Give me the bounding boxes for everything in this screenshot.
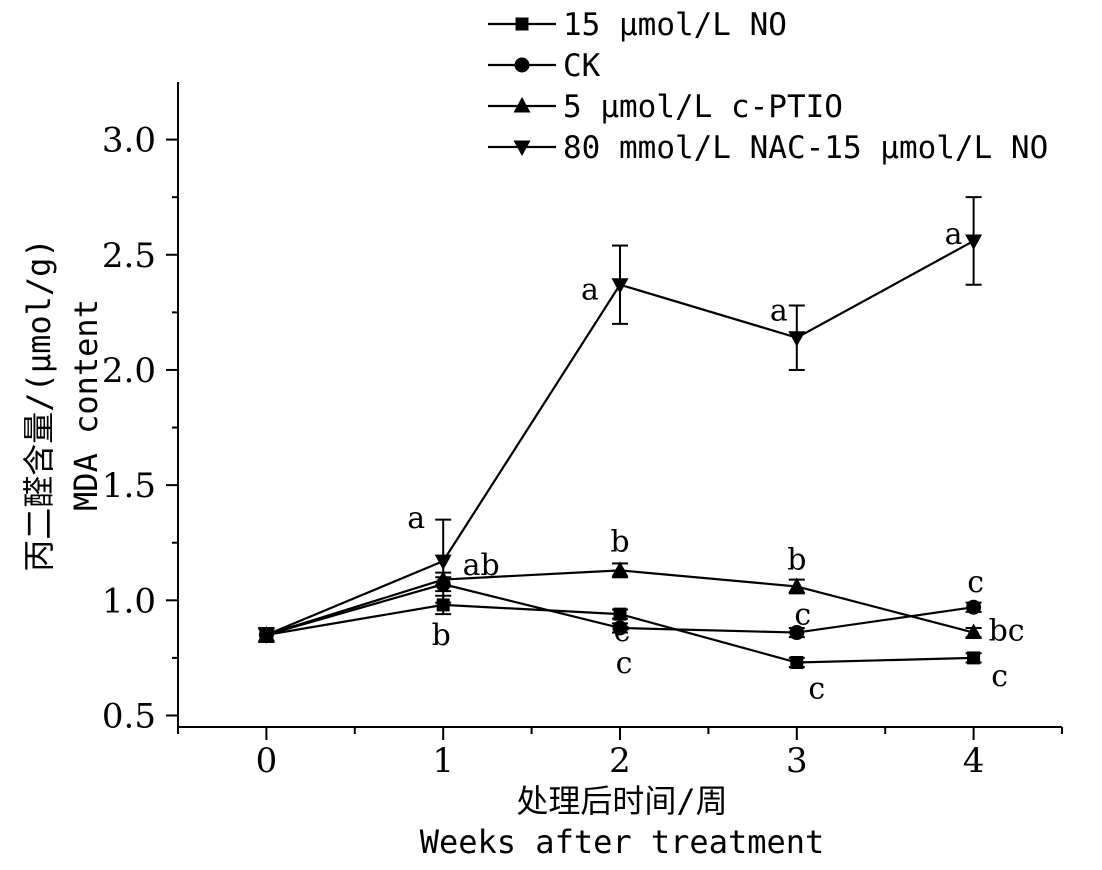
y-axis-title: 丙二醛含量/(μmol/g): [20, 238, 58, 571]
x-axis-title: 处理后时间/周: [516, 782, 727, 820]
significance-letter: b: [610, 524, 629, 559]
x-tick-label: 3: [786, 741, 808, 781]
data-point: [788, 331, 806, 347]
data-point: [965, 234, 983, 250]
y-tick-label: 1.0: [102, 581, 156, 621]
data-point: [611, 278, 629, 294]
legend-label: 80 mmol/L NAC-15 μmol/L NO: [563, 130, 1048, 166]
data-point: [966, 599, 982, 615]
significance-letter: ab: [463, 548, 500, 583]
significance-letter: a: [407, 501, 425, 536]
x-tick-label: 4: [963, 741, 985, 781]
significance-letter: b: [432, 618, 451, 653]
significance-letter: c: [616, 646, 633, 681]
y-tick-label: 2.0: [102, 351, 156, 391]
legend: 15 μmol/L NO CK 5 μmol/L c-PTIO 80 mmol/L N…: [488, 7, 1048, 166]
data-point: [436, 598, 450, 612]
data-point: [434, 570, 452, 587]
data-point: [613, 607, 627, 621]
significance-letter: c: [794, 598, 811, 633]
data-point: [434, 554, 452, 571]
significance-letter: bc: [989, 614, 1025, 649]
y-tick-label: 1.5: [102, 466, 156, 506]
data-point: [965, 623, 983, 640]
x-tick-label: 0: [256, 741, 278, 781]
x-axis-title-en: Weeks after treatment: [420, 823, 825, 861]
data-point: [967, 651, 981, 665]
y-tick-label: 3.0: [102, 121, 156, 161]
legend-label: CK: [563, 48, 601, 84]
data-markers: [257, 234, 983, 669]
data-point: [790, 656, 804, 669]
significance-letter: c: [614, 614, 631, 649]
significance-letter: a: [770, 294, 788, 329]
legend-label: 15 μmol/L NO: [563, 7, 787, 43]
significance-letter: a: [581, 273, 599, 308]
data-point: [611, 561, 629, 577]
legend-marker: [514, 57, 530, 73]
significance-letter: c: [967, 565, 984, 600]
significance-letter: c: [991, 659, 1008, 694]
data-point: [788, 577, 806, 593]
error-bars: [258, 196, 982, 669]
significance-letter: a: [945, 217, 963, 252]
y-axis-title-en: MDA content: [67, 299, 105, 511]
y-tick-label: 0.5: [102, 696, 156, 736]
data-point: [789, 625, 805, 641]
x-tick-label: 2: [609, 741, 631, 781]
legend-label: 5 μmol/L c-PTIO: [563, 89, 843, 125]
y-tick-label: 2.5: [102, 236, 156, 276]
x-tick-label: 1: [432, 741, 454, 781]
axes: 0.5 1.0 1.5 2.0 2.5 3.0 0 1 2 3 4: [102, 82, 1063, 781]
legend-marker: [515, 17, 529, 31]
data-point: [257, 628, 275, 644]
data-point: [612, 620, 628, 636]
legend-marker: [513, 97, 531, 113]
significance-letter: c: [808, 672, 825, 707]
legend-marker: [513, 140, 531, 156]
significance-letter: b: [787, 542, 806, 577]
